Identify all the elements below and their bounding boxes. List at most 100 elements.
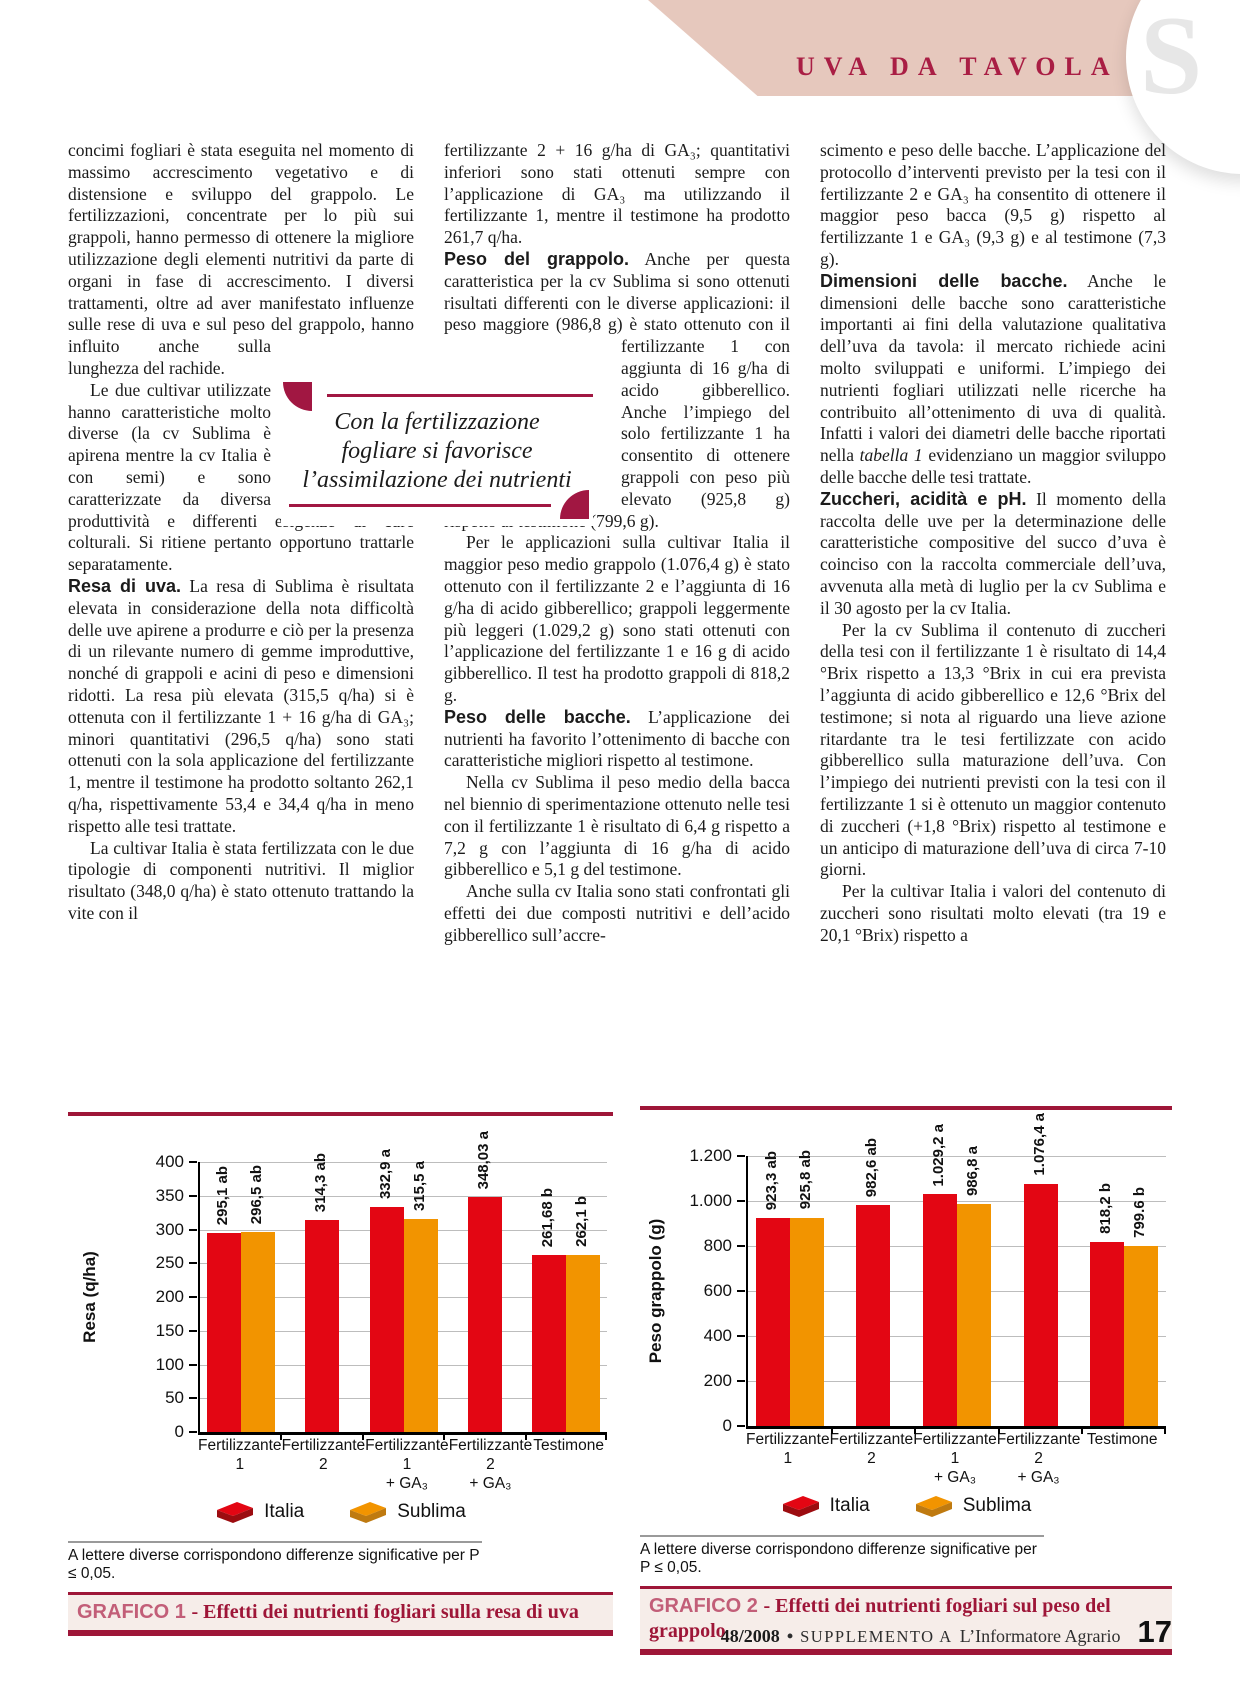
bar-italia bbox=[1090, 1241, 1125, 1426]
chart-peso-grappolo: Peso grappolo (g) 923,3 ab 925,8 ab 982,6 a… bbox=[640, 1106, 1172, 1655]
paragraph: concimi fogliari è stata eseguita nel mo… bbox=[68, 140, 414, 380]
issue-number: 48/2008 bbox=[720, 1626, 780, 1646]
paragraph: Resa di uva. La resa di Sublima è risult… bbox=[68, 576, 414, 838]
bar-value-label: 295,1 ab bbox=[213, 1165, 231, 1225]
bar-italia bbox=[1023, 1183, 1058, 1426]
paragraph: fertilizzante 2 + 16 g/ha di GA₃; quanti… bbox=[444, 140, 790, 249]
x-axis-tick bbox=[280, 1432, 283, 1440]
legend-item: Sublima bbox=[914, 1493, 1032, 1519]
bar-sublima bbox=[240, 1231, 275, 1432]
x-category-label: Fertilizzante 2 + GA₃ bbox=[996, 1431, 1081, 1486]
bar-italia bbox=[755, 1218, 790, 1426]
chart-caption: GRAFICO 2 - Effetti dei nutrienti foglia… bbox=[640, 1586, 1172, 1655]
bar-sublima bbox=[957, 1203, 991, 1426]
bar-value-label: 314,3 ab bbox=[312, 1152, 330, 1212]
footer-bullet: • bbox=[786, 1626, 794, 1646]
y-tick-label: 250 bbox=[155, 1253, 184, 1273]
section-title: UVA DA TAVOLA bbox=[796, 52, 1119, 81]
y-tick-mark bbox=[189, 1397, 197, 1400]
paragraph-text: scimento e peso delle bacche. L’applicaz… bbox=[820, 140, 1166, 269]
y-tick-label: 1.200 bbox=[689, 1146, 732, 1165]
x-axis-tick bbox=[524, 1432, 527, 1440]
y-tick-label: 50 bbox=[165, 1388, 184, 1408]
legend-label: Sublima bbox=[962, 1495, 1032, 1516]
y-tick-mark bbox=[737, 1290, 745, 1292]
legend-marker-sublima-icon bbox=[915, 1496, 952, 1517]
x-axis-tick bbox=[830, 1426, 833, 1434]
chart-resa-uva: Resa (q/ha) 295,1 ab 296,5 ab 314,3 ab 332,9… bbox=[68, 1112, 613, 1636]
chart-caption-label: GRAFICO 2 bbox=[649, 1595, 764, 1617]
section-lead: Peso delle bacche. bbox=[444, 706, 631, 727]
x-category-label: Fertilizzante 2 bbox=[829, 1431, 914, 1467]
paragraph-text: La resa di Sublima è risultata elevata i… bbox=[68, 575, 415, 836]
paragraph-text: grappolo, hanno influito anche sulla lun… bbox=[68, 314, 414, 378]
y-tick-mark bbox=[189, 1161, 197, 1163]
bar-value-label: 262,1 b bbox=[573, 1196, 591, 1248]
x-category-label: Fertilizzante 1 + GA₃ bbox=[913, 1431, 997, 1486]
text-column-1: concimi fogliari è stata eseguita nel mo… bbox=[68, 140, 414, 925]
text-column-3: scimento e peso delle bacche. L’applicaz… bbox=[820, 140, 1166, 946]
bar-italia bbox=[206, 1232, 241, 1432]
legend-marker-italia-icon bbox=[782, 1496, 819, 1517]
paragraph: Per la cv Sublima il contenuto di zucche… bbox=[820, 620, 1166, 882]
y-tick-label: 600 bbox=[703, 1281, 732, 1300]
y-tick-mark bbox=[189, 1363, 197, 1366]
paragraph: Peso delle bacche. L’applicazione dei nu… bbox=[444, 707, 790, 772]
magazine-name: L’Informatore Agrario bbox=[959, 1626, 1121, 1646]
bar-value-label: 315,5 a bbox=[410, 1161, 428, 1212]
chart-legend: Italia Sublima bbox=[640, 1493, 1172, 1519]
bar-value-label: 1.076,4 a bbox=[1030, 1113, 1048, 1176]
y-tick-label: 1.000 bbox=[689, 1191, 732, 1210]
y-tick-mark bbox=[189, 1431, 197, 1433]
paragraph-text: concimi fogliari è stata eseguita nel mo… bbox=[68, 140, 414, 335]
paragraph-text: fertilizzante 1 con aggiunta di 16 g/ha … bbox=[444, 336, 790, 531]
paragraph-text: Per la cv Sublima il contenuto di zucche… bbox=[820, 619, 1166, 880]
paragraph-text: Anche per questa caratteristica per la c… bbox=[444, 248, 790, 335]
legend-label: Italia bbox=[829, 1495, 870, 1516]
bar-italia bbox=[532, 1255, 567, 1432]
y-tick-label: 0 bbox=[174, 1422, 184, 1441]
bar-value-label: 925,8 ab bbox=[796, 1150, 814, 1210]
significance-note: A lettere diverse corrispondono differen… bbox=[640, 1535, 1045, 1577]
x-axis-tick bbox=[443, 1432, 446, 1440]
paragraph-text: Il momento della raccolta delle uve per … bbox=[820, 488, 1166, 618]
y-tick-label: 0 bbox=[722, 1416, 732, 1435]
bar-italia bbox=[369, 1207, 404, 1432]
y-axis-label: Resa (q/ha) bbox=[80, 1251, 99, 1343]
pull-quote-rule-bottom bbox=[289, 504, 551, 507]
bar-italia bbox=[467, 1197, 502, 1432]
x-axis-tick bbox=[914, 1426, 917, 1434]
pull-quote-text: Con la fertilizzazione fogliare si favor… bbox=[302, 409, 572, 493]
bar-value-label: 1.029,2 a bbox=[930, 1123, 947, 1187]
x-axis-labels: Fertilizzante 1 Fertilizzante 2 Fertilizza… bbox=[746, 1430, 1164, 1487]
x-axis-labels: Fertilizzante 1 Fertilizzante 2 Fertilizza… bbox=[198, 1436, 605, 1493]
paragraph-text: Nella cv Sublima il peso medio della bac… bbox=[444, 772, 790, 880]
significance-note: A lettere diverse corrispondono differen… bbox=[68, 1541, 483, 1583]
paragraph-text: fertilizzante 2 + 16 g/ha di GA₃; quanti… bbox=[444, 140, 790, 248]
y-tick-mark bbox=[189, 1262, 197, 1265]
paragraph: Dimensioni delle bacche. Anche le dimens… bbox=[820, 271, 1166, 489]
x-category-label: Fertilizzante 2 bbox=[281, 1437, 366, 1473]
paragraph-text: Anche le dimensioni delle bacche sono ca… bbox=[820, 270, 1166, 466]
y-tick-mark bbox=[737, 1155, 745, 1157]
page-footer: 48/2008 • SUPPLEMENTO A L’Informatore Ag… bbox=[721, 1614, 1172, 1650]
y-tick-mark bbox=[737, 1200, 745, 1202]
y-tick-label: 300 bbox=[155, 1219, 184, 1239]
y-tick-label: 100 bbox=[155, 1354, 184, 1374]
y-tick-label: 800 bbox=[703, 1236, 732, 1255]
paragraph-text: Per la cultivar Italia i valori del cont… bbox=[820, 881, 1166, 945]
x-axis-tick bbox=[1164, 1426, 1166, 1434]
bar-italia bbox=[856, 1204, 891, 1426]
gridline bbox=[748, 1156, 1166, 1157]
paragraph-text: La cultivar Italia è stata fertilizzata … bbox=[68, 837, 414, 923]
bar-value-label: 348,03 a bbox=[474, 1130, 492, 1190]
bar-value-label: 296,5 ab bbox=[247, 1164, 265, 1224]
paragraph-text: L’applicazione dei nutrienti ha favorito… bbox=[444, 706, 791, 771]
table-reference: tabella 1 bbox=[859, 445, 923, 466]
legend-label: Italia bbox=[264, 1501, 305, 1522]
legend-item: Italia bbox=[781, 1493, 870, 1519]
legend-marker-italia-icon bbox=[217, 1502, 254, 1523]
chart-legend: Italia Sublima bbox=[68, 1499, 613, 1525]
paragraph: Zuccheri, acidità e pH. Il momento della… bbox=[820, 489, 1166, 620]
